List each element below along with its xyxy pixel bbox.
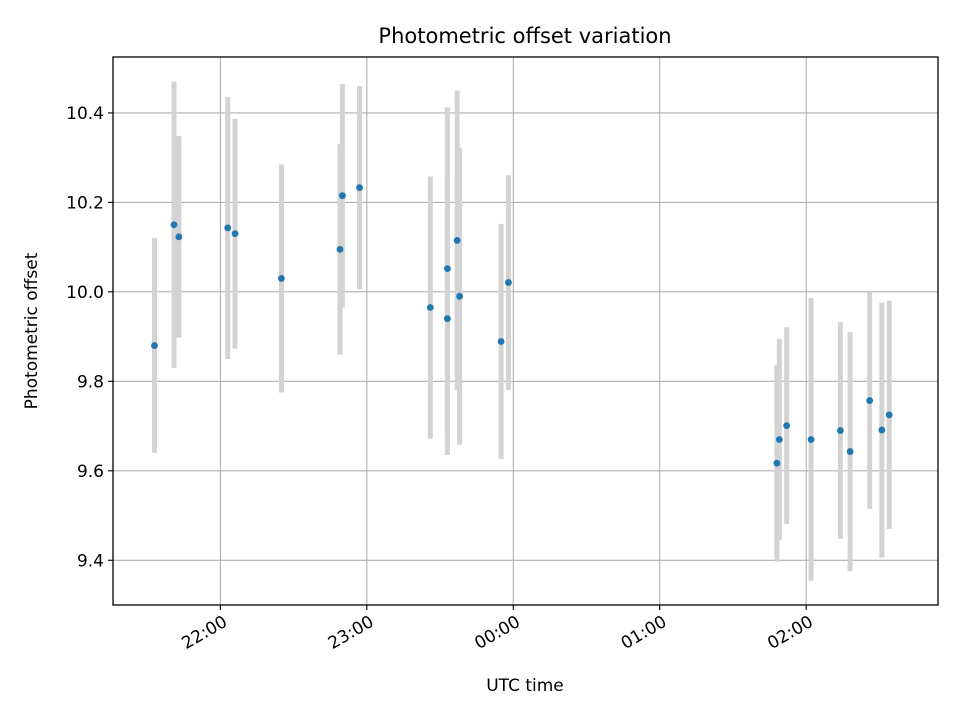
grid xyxy=(113,57,938,605)
data-point xyxy=(783,422,791,430)
data-point xyxy=(846,448,854,455)
y-axis: 9.4 9.6 9.8 10.0 10.2 10.4 xyxy=(66,104,113,571)
y-tick-label: 9.4 xyxy=(77,551,104,571)
y-tick-label: 9.6 xyxy=(77,462,104,482)
data-point xyxy=(885,411,893,419)
data-point xyxy=(878,426,886,434)
data-point xyxy=(453,237,461,244)
y-tick-label: 10.4 xyxy=(66,104,104,124)
data-point xyxy=(866,397,874,404)
data-point xyxy=(456,292,463,300)
data-point xyxy=(505,279,512,286)
plot-frame xyxy=(112,56,939,606)
data-point xyxy=(773,459,781,467)
data-point xyxy=(836,427,844,434)
data-point xyxy=(175,233,183,241)
chart-title: Photometric offset variation xyxy=(378,24,671,48)
data-point xyxy=(336,245,344,253)
data-point xyxy=(356,184,363,192)
data-point xyxy=(775,436,783,443)
data-point xyxy=(443,265,451,272)
points xyxy=(151,184,893,467)
data-point xyxy=(224,224,232,232)
y-axis-label: Photometric offset xyxy=(22,252,42,409)
data-point xyxy=(339,192,346,200)
data-point xyxy=(278,275,285,282)
y-tick-label: 10.0 xyxy=(66,283,104,303)
data-point xyxy=(170,221,178,229)
data-point xyxy=(426,304,434,311)
y-tick-label: 10.2 xyxy=(66,193,104,213)
data-point xyxy=(807,436,815,443)
data-point xyxy=(151,342,158,349)
data-point xyxy=(443,315,451,323)
data-point xyxy=(497,338,505,345)
x-axis-label: UTC time xyxy=(486,676,564,696)
data-point xyxy=(231,230,239,238)
y-tick-label: 9.8 xyxy=(77,372,104,392)
